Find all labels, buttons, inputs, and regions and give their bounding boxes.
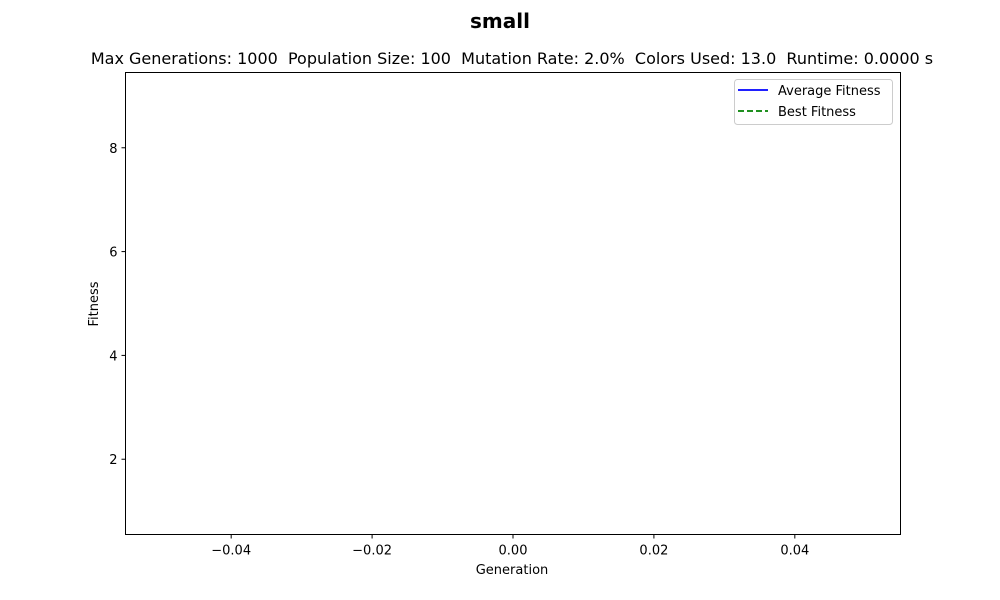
y-tick-label: 2 [109,453,117,468]
subtitle-runtime: Runtime: 0.0000 s [786,49,933,68]
x-tick-label: 0.04 [780,544,809,559]
x-tick-label: 0.02 [639,544,668,559]
plot-area [126,73,901,535]
y-tick-label: 8 [109,142,117,157]
chart-subtitle: Max Generations: 1000 Population Size: 1… [91,49,933,68]
subtitle-colors-used: Colors Used: 13.0 [635,49,776,68]
legend: Average Fitness Best Fitness [735,80,893,125]
y-axis-label: Fitness [87,281,102,326]
x-tick-label: −0.04 [211,544,251,559]
x-tick-label: −0.02 [352,544,392,559]
x-tick-label: 0.00 [499,544,528,559]
legend-best-fitness-label: Best Fitness [778,105,856,120]
y-tick-label: 4 [109,349,117,364]
subtitle-sep-2 [451,49,461,68]
subtitle-max-generations: Max Generations: 1000 [91,49,278,68]
y-axis: 2 4 6 8 [109,142,125,468]
legend-average-fitness-label: Average Fitness [778,84,881,99]
y-tick-label: 6 [109,246,117,261]
subtitle-sep-4 [776,49,786,68]
subtitle-sep-3 [625,49,635,68]
chart-title: small [470,9,530,33]
x-axis-label: Generation [476,563,549,578]
subtitle-sep-1 [278,49,288,68]
subtitle-mutation-rate: Mutation Rate: 2.0% [461,49,625,68]
x-axis: −0.04 −0.02 0.00 0.02 0.04 [211,535,809,559]
subtitle-population-size: Population Size: 100 [288,49,451,68]
